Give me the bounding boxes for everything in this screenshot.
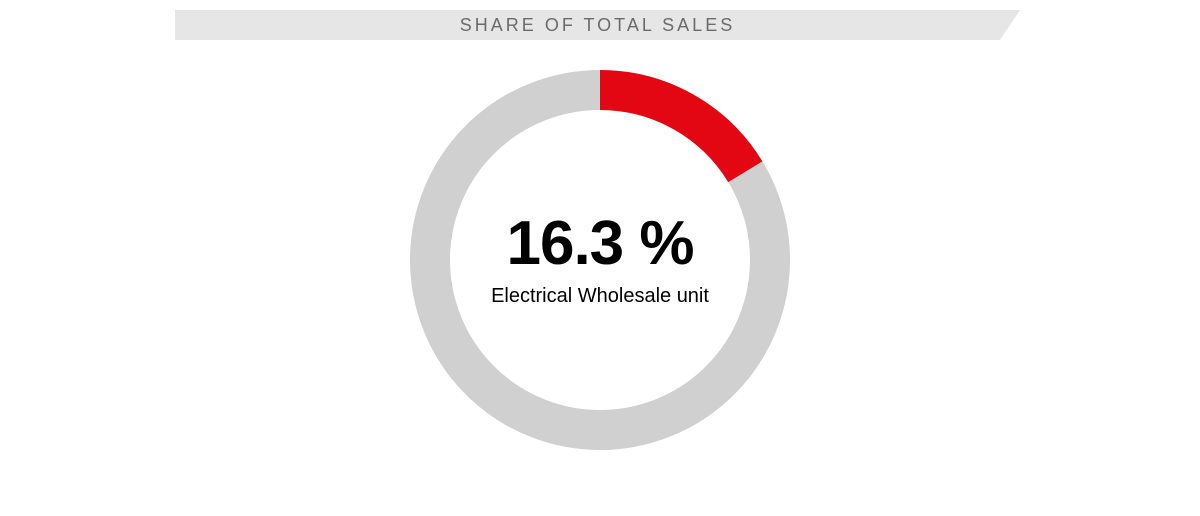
- donut-sublabel: Electrical Wholesale unit: [491, 285, 709, 308]
- page-title: SHARE OF TOTAL SALES: [460, 15, 735, 36]
- header-bar: SHARE OF TOTAL SALES: [175, 10, 1020, 40]
- donut-container: 16.3 % Electrical Wholesale unit: [0, 60, 1200, 460]
- donut-percent-value: 16.3 %: [506, 213, 693, 275]
- donut-chart: 16.3 % Electrical Wholesale unit: [400, 60, 800, 460]
- donut-center: 16.3 % Electrical Wholesale unit: [400, 60, 800, 460]
